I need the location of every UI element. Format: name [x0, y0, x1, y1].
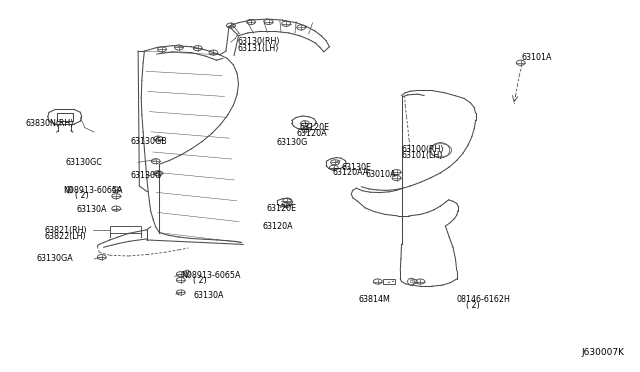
Text: N: N: [67, 187, 71, 192]
Text: 63130GB: 63130GB: [131, 137, 167, 146]
Text: J630007K: J630007K: [581, 349, 624, 357]
Text: 63130GA: 63130GA: [36, 254, 73, 263]
Text: 63120A: 63120A: [296, 129, 327, 138]
Text: 63130(RH): 63130(RH): [237, 38, 280, 46]
Text: 63100(RH): 63100(RH): [401, 145, 444, 154]
Text: ( 2): ( 2): [465, 301, 479, 310]
FancyBboxPatch shape: [110, 226, 141, 232]
Text: 63830N(RH): 63830N(RH): [25, 119, 74, 128]
Text: 08146-6162H: 08146-6162H: [457, 295, 511, 304]
Text: 63130GC: 63130GC: [66, 158, 103, 167]
Text: 63130A: 63130A: [193, 291, 224, 300]
Text: ( 2): ( 2): [76, 191, 89, 201]
Text: 63814M: 63814M: [359, 295, 391, 304]
Text: 63101(LH): 63101(LH): [401, 151, 443, 160]
Text: 63822(LH): 63822(LH): [44, 232, 86, 241]
Text: 63010A: 63010A: [365, 170, 396, 179]
Text: ( 2): ( 2): [193, 276, 207, 285]
Text: 63120E: 63120E: [300, 123, 330, 132]
Text: B: B: [409, 279, 413, 284]
Text: 63131(LH): 63131(LH): [237, 44, 278, 53]
Text: N08913-6065A: N08913-6065A: [180, 271, 240, 280]
Text: 63130G: 63130G: [276, 138, 307, 147]
Text: 63130E: 63130E: [342, 163, 372, 171]
Text: 63120E: 63120E: [267, 204, 297, 213]
Text: 63101A: 63101A: [522, 53, 552, 62]
Text: 63821(RH): 63821(RH): [44, 226, 86, 235]
Text: 63130A: 63130A: [77, 205, 107, 214]
FancyBboxPatch shape: [383, 279, 396, 284]
Text: 63120A: 63120A: [262, 222, 293, 231]
Text: 63130G: 63130G: [131, 171, 162, 180]
Text: 63120AA: 63120AA: [333, 168, 369, 177]
Text: N08913-6065A: N08913-6065A: [63, 186, 122, 195]
Text: N: N: [185, 271, 189, 276]
